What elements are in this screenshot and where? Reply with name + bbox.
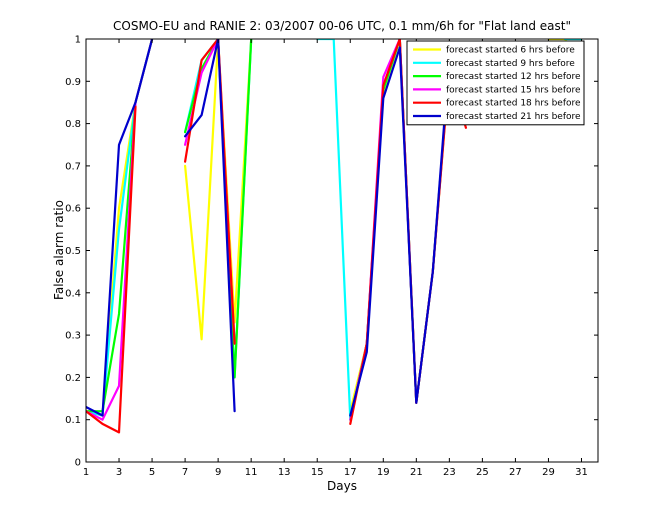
x-tick-label: 23 [443, 467, 456, 478]
x-tick-label: 17 [344, 467, 357, 478]
y-tick-label: 0.6 [65, 204, 81, 215]
x-tick-label: 7 [182, 467, 188, 478]
legend-label-5: forecast started 18 hrs before [446, 99, 581, 109]
x-tick-label: 3 [116, 467, 122, 478]
y-tick-label: 0 [75, 458, 81, 469]
legend: forecast started 6 hrs before forecast st… [406, 40, 585, 126]
x-tick-label: 31 [575, 467, 588, 478]
x-tick-label: 15 [311, 467, 324, 478]
x-tick-label: 11 [245, 467, 258, 478]
legend-box [406, 40, 585, 126]
x-tick-label: 25 [476, 467, 489, 478]
x-tick-label: 21 [410, 467, 423, 478]
legend-label-4: forecast started 15 hrs before [446, 85, 581, 95]
x-tick-label: 19 [377, 467, 390, 478]
x-tick-label: 13 [278, 467, 291, 478]
y-tick-label: 1 [75, 35, 81, 46]
legend-label-2: forecast started 9 hrs before [446, 59, 575, 69]
ticks-layer: 1 3 5 7 9 11 13 15 17 19 21 23 25 27 29 3100.10.20.30.4… [65, 35, 598, 478]
x-tick-label: 27 [509, 467, 522, 478]
legend-label-1: forecast started 6 hrs before [446, 46, 575, 56]
x-tick-label: 29 [542, 467, 555, 478]
x-tick-label: 5 [149, 467, 155, 478]
y-tick-label: 0.5 [65, 246, 81, 257]
y-tick-label: 0.4 [65, 288, 81, 299]
y-axis-label: False alarm ratio [52, 200, 66, 300]
series-line-2 [86, 39, 583, 421]
y-tick-label: 0.8 [65, 119, 81, 130]
x-tick-label: 9 [215, 467, 221, 478]
y-tick-label: 0.3 [65, 331, 81, 342]
legend-label-6: forecast started 21 hrs before [446, 112, 581, 122]
y-tick-label: 0.2 [65, 373, 81, 384]
series-line-1 [86, 39, 583, 417]
chart-title: COSMO-EU and RANIE 2: 03/2007 00-06 UTC,… [113, 19, 571, 33]
y-tick-label: 0.9 [65, 77, 81, 88]
x-tick-label: 1 [83, 467, 89, 478]
y-tick-label: 0.7 [65, 161, 81, 172]
legend-label-3: forecast started 12 hrs before [446, 72, 581, 82]
x-axis-label: Days [327, 479, 357, 493]
y-tick-label: 0.1 [65, 415, 81, 426]
